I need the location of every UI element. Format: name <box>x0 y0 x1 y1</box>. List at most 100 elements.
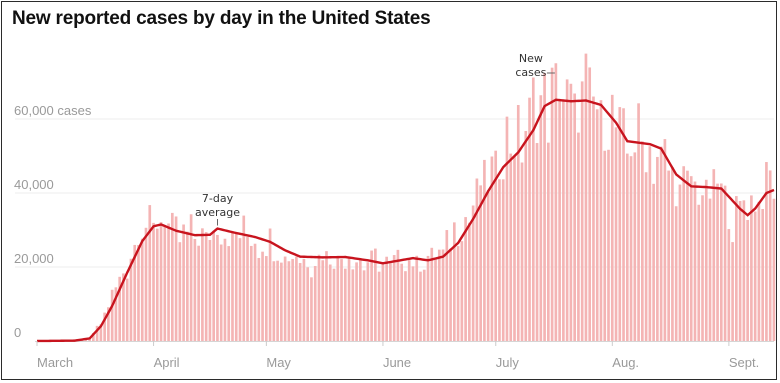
daily-case-bars <box>39 53 776 342</box>
daily-bar <box>453 222 456 341</box>
daily-bar <box>355 262 358 341</box>
daily-bar <box>310 277 313 341</box>
daily-bar <box>569 83 573 341</box>
daily-bar <box>445 230 449 341</box>
annotation-seven-day-average: 7-day <box>202 192 234 205</box>
daily-bar <box>689 176 693 341</box>
daily-bar <box>366 262 370 341</box>
daily-bar <box>682 166 686 341</box>
daily-bar <box>716 183 719 341</box>
daily-bar <box>340 259 343 341</box>
daily-bar <box>490 156 494 341</box>
daily-bar <box>99 324 103 341</box>
daily-bar <box>264 256 268 341</box>
daily-bar <box>287 261 291 341</box>
daily-bar <box>528 97 531 341</box>
daily-bar <box>163 225 167 341</box>
daily-bar <box>359 260 362 341</box>
daily-bar <box>573 93 576 341</box>
daily-bar <box>313 266 317 341</box>
daily-bar <box>464 217 467 341</box>
daily-bar <box>731 242 734 341</box>
annotation-new-cases: New <box>519 52 543 65</box>
daily-bar <box>479 185 482 341</box>
daily-bar <box>174 216 178 341</box>
daily-bar <box>306 267 310 341</box>
daily-bar <box>411 266 415 341</box>
daily-bar <box>727 229 731 341</box>
daily-bar <box>456 246 460 341</box>
daily-bar <box>129 258 133 341</box>
daily-bar <box>216 234 219 341</box>
daily-bar <box>204 232 208 341</box>
daily-bar <box>738 200 742 341</box>
daily-bar <box>351 269 355 341</box>
daily-bar <box>562 101 565 341</box>
daily-bar <box>588 67 592 342</box>
daily-bar <box>641 141 644 341</box>
seven-day-average-line <box>36 98 775 343</box>
daily-bar <box>599 100 603 341</box>
daily-bar <box>118 276 121 341</box>
daily-bar <box>757 201 761 341</box>
daily-bar <box>159 222 163 341</box>
daily-bar <box>95 325 99 341</box>
daily-bar <box>182 224 185 341</box>
daily-bar <box>400 263 404 341</box>
daily-bar <box>603 150 607 341</box>
daily-bar <box>693 181 697 341</box>
y-tick-label: 60,000 cases <box>14 103 92 118</box>
daily-bar <box>125 278 129 341</box>
daily-bar <box>343 268 347 341</box>
daily-bar <box>441 249 445 341</box>
daily-bar <box>592 96 595 341</box>
daily-bar <box>543 73 546 342</box>
daily-bar <box>501 179 505 341</box>
daily-bar <box>242 215 246 341</box>
x-tick-label: March <box>37 355 73 370</box>
daily-bar <box>302 258 306 341</box>
daily-bar <box>137 245 140 341</box>
daily-bar <box>629 156 633 341</box>
daily-bar <box>122 273 125 341</box>
y-tick-label: 0 <box>14 325 21 340</box>
daily-bar <box>610 94 614 341</box>
daily-bar <box>584 53 588 342</box>
daily-bar <box>246 237 249 341</box>
daily-bar <box>261 251 264 341</box>
daily-bar <box>652 183 655 341</box>
daily-bar <box>460 241 464 341</box>
daily-bar <box>268 228 272 341</box>
daily-bar <box>554 63 558 341</box>
daily-bar <box>389 261 392 341</box>
daily-bar <box>580 81 584 341</box>
daily-bar <box>483 159 486 341</box>
daily-bar <box>622 108 625 341</box>
daily-bar <box>374 248 377 341</box>
daily-bar <box>449 248 452 341</box>
daily-bar <box>509 153 513 341</box>
annotation-seven-day-average: average <box>195 206 240 219</box>
daily-bar <box>272 261 276 341</box>
daily-bar <box>370 250 373 341</box>
daily-bar <box>644 172 648 341</box>
daily-bar <box>325 251 328 341</box>
daily-bar <box>753 211 757 341</box>
daily-bar <box>362 270 366 341</box>
daily-bar <box>167 223 170 341</box>
daily-bar <box>392 255 396 341</box>
daily-bar <box>723 185 727 341</box>
daily-bar <box>422 269 426 341</box>
daily-bar <box>704 179 708 341</box>
daily-bar <box>577 132 580 341</box>
daily-bar <box>520 162 524 341</box>
daily-bar <box>396 249 400 341</box>
daily-bar <box>223 238 227 341</box>
daily-bar <box>321 260 325 341</box>
daily-bar <box>155 228 159 341</box>
x-tick-label: July <box>496 355 520 370</box>
daily-bar <box>516 105 520 341</box>
daily-bar <box>678 184 682 341</box>
daily-bar <box>648 146 652 341</box>
